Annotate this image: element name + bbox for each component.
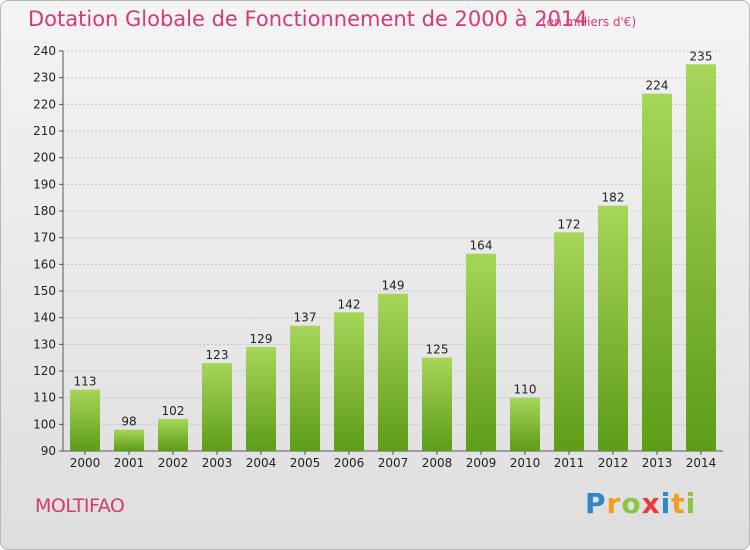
- bar: [70, 389, 100, 451]
- bar: [378, 293, 408, 451]
- bar-value-label: 113: [74, 375, 97, 389]
- bar-value-label: 125: [426, 343, 449, 357]
- y-tick-label: 220: [33, 97, 56, 111]
- bar-value-label: 137: [294, 311, 317, 325]
- bar: [686, 64, 716, 452]
- bar: [422, 357, 452, 451]
- logo-letter: t: [671, 487, 686, 520]
- y-tick-label: 90: [41, 444, 56, 458]
- bar-value-label: 110: [514, 383, 537, 397]
- bar-labels: 113 98 102 123 129 137 142 149 125 164 110 172 182 22…: [74, 49, 713, 428]
- bar-value-label: 123: [206, 348, 229, 362]
- x-tick-label: 2001: [114, 456, 145, 470]
- bar-value-label: 224: [646, 79, 669, 93]
- logo-letter: i: [660, 487, 672, 520]
- logo-letter: r: [606, 487, 622, 520]
- y-tick-label: 230: [33, 71, 56, 85]
- y-tick-label: 200: [33, 151, 56, 165]
- y-tick-label: 180: [33, 204, 56, 218]
- bar-value-label: 142: [338, 297, 361, 311]
- y-tick-label: 110: [33, 391, 56, 405]
- x-tick-label: 2009: [466, 456, 497, 470]
- logo-letter: i: [685, 487, 697, 520]
- x-tick-label: 2008: [422, 456, 453, 470]
- proxiti-logo[interactable]: Proxiti: [585, 487, 696, 520]
- bar: [290, 325, 320, 451]
- bar: [158, 419, 188, 451]
- chart-title: Dotation Globale de Fonctionnement de 20…: [28, 7, 588, 31]
- bar: [114, 429, 144, 451]
- bar-value-label: 172: [558, 217, 581, 231]
- bar: [642, 93, 672, 452]
- x-axis-ticks: 2000 2001 2002 2003 2004 2005 2006 2007 2008 2009…: [70, 451, 717, 470]
- bar-value-label: 149: [382, 279, 405, 293]
- bar: [334, 312, 364, 451]
- y-tick-label: 210: [33, 124, 56, 138]
- x-tick-label: 2011: [554, 456, 585, 470]
- y-tick-label: 240: [33, 44, 56, 58]
- x-tick-label: 2003: [202, 456, 233, 470]
- x-tick-label: 2007: [378, 456, 409, 470]
- bar-value-label: 129: [250, 332, 273, 346]
- town-name: MOLTIFAO: [35, 495, 125, 517]
- x-tick-label: 2004: [246, 456, 277, 470]
- y-tick-label: 100: [33, 417, 56, 431]
- y-tick-label: 140: [33, 311, 56, 325]
- x-tick-label: 2012: [598, 456, 629, 470]
- y-tick-label: 150: [33, 284, 56, 298]
- logo-letter: x: [641, 487, 661, 520]
- x-tick-label: 2010: [510, 456, 541, 470]
- x-tick-label: 2002: [158, 456, 189, 470]
- x-tick-label: 2005: [290, 456, 321, 470]
- logo-letter: o: [621, 487, 642, 520]
- x-tick-label: 2006: [334, 456, 365, 470]
- bar: [510, 397, 540, 451]
- y-tick-label: 130: [33, 337, 56, 351]
- x-tick-label: 2014: [686, 456, 717, 470]
- chart-subtitle: (en milliers d'€): [542, 15, 637, 29]
- bar: [202, 363, 232, 451]
- bar: [246, 347, 276, 451]
- y-tick-label: 170: [33, 231, 56, 245]
- y-axis-ticks: 90 100 110 120 130 140 150 160 170 180 190 200 210 22…: [33, 44, 63, 458]
- bar-value-label: 164: [470, 239, 493, 253]
- y-tick-label: 120: [33, 364, 56, 378]
- bar: [554, 232, 584, 451]
- bars: [70, 64, 716, 452]
- bar-value-label: 98: [121, 415, 136, 429]
- bar-value-label: 102: [162, 404, 185, 418]
- bar: [598, 205, 628, 451]
- bar-value-label: 182: [602, 191, 625, 205]
- x-tick-label: 2013: [642, 456, 673, 470]
- bar: [466, 253, 496, 451]
- bar-value-label: 235: [690, 49, 713, 63]
- logo-letter: P: [585, 487, 607, 520]
- x-tick-label: 2000: [70, 456, 101, 470]
- y-tick-label: 190: [33, 177, 56, 191]
- y-tick-label: 160: [33, 257, 56, 271]
